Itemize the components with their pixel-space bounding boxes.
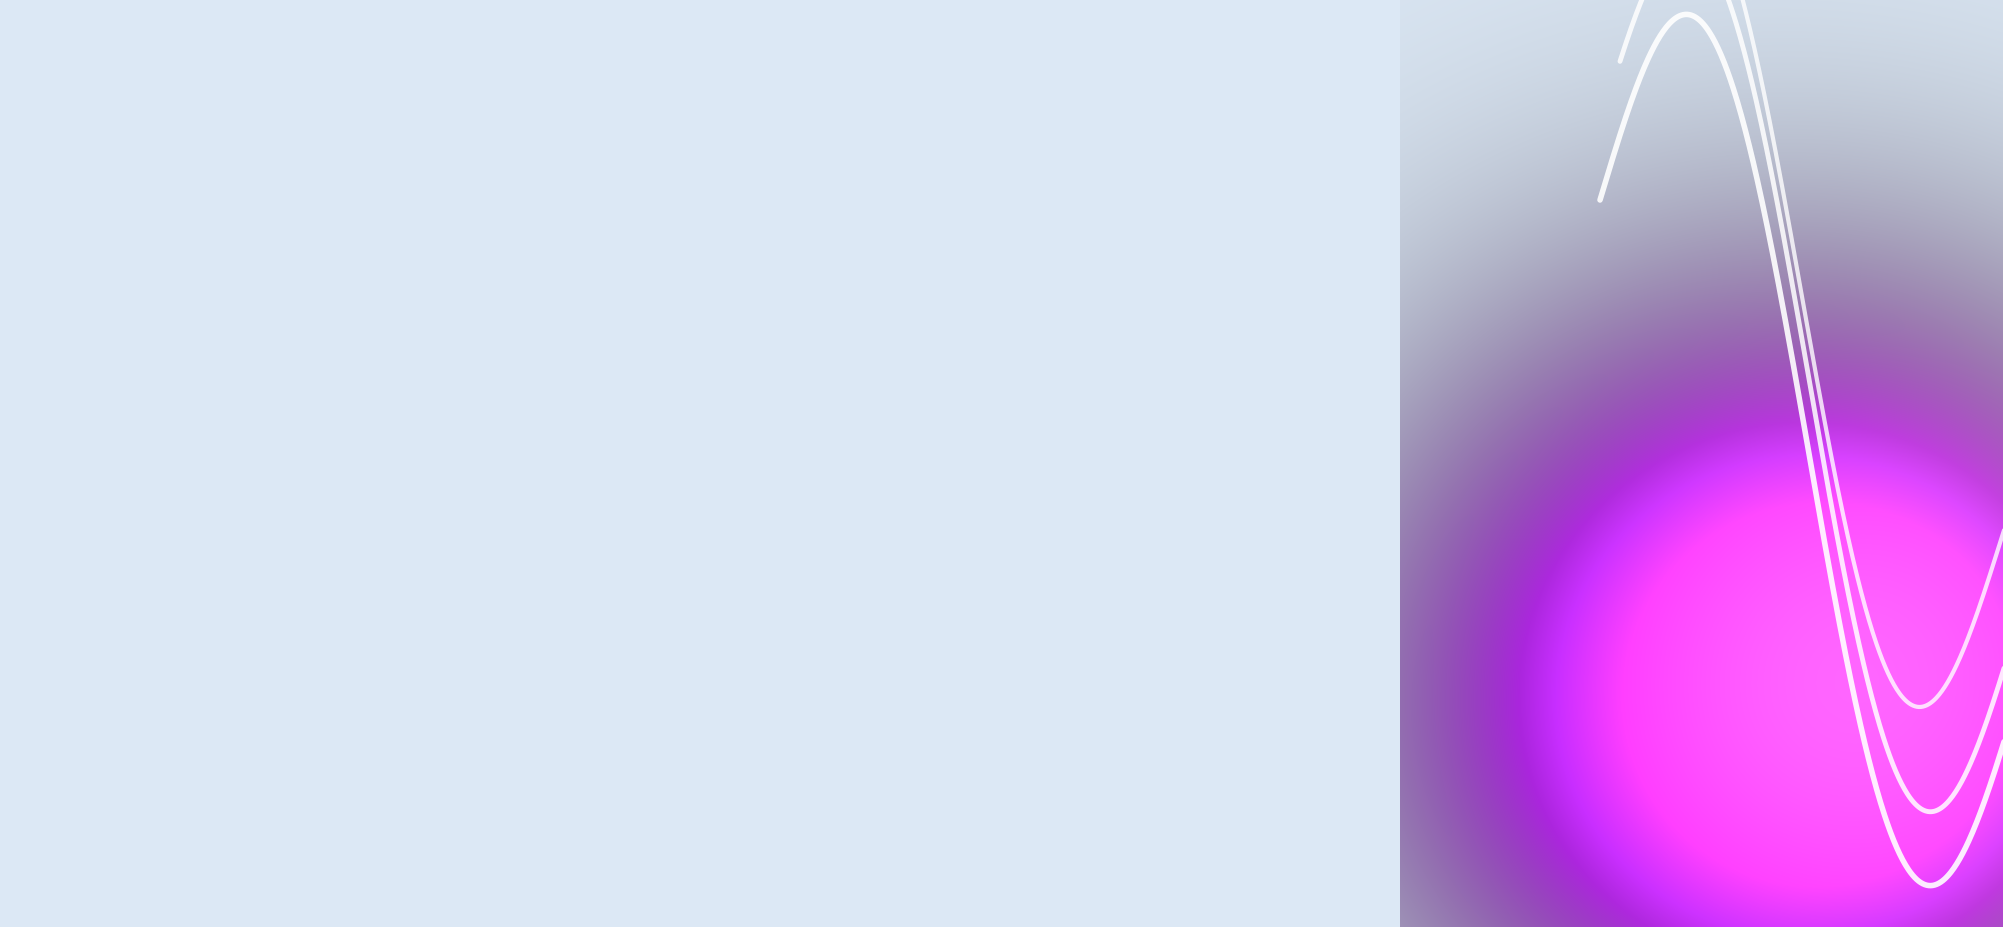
Text: 5. tearing of paper: 5. tearing of paper [86, 845, 284, 864]
Bar [66, 278, 1612, 899]
Text: Activity 2.3: PHYSICAL CHANGE OR CHEMICAL CHANGE?: Activity 2.3: PHYSICAL CHANGE OR CHEMICA… [66, 83, 981, 110]
Text: CHEMICAL CHANGE: CHEMICAL CHANGE [1258, 311, 1518, 334]
Text: 3. crumpling of paper: 3. crumpling of paper [86, 667, 316, 687]
Text: Complete the table by putting a check (√): Complete the table by putting a check (√… [66, 213, 537, 236]
Text: Example: ripening of tomato: Example: ripening of tomato [86, 401, 389, 421]
Text: 4. cooking of mongo: 4. cooking of mongo [86, 756, 300, 776]
Bar [66, 278, 1612, 899]
Text: √: √ [1380, 400, 1396, 423]
Text: PHYSICAL CHANGE: PHYSICAL CHANGE [815, 311, 1066, 334]
Text: 2. slicing a watermelon: 2. slicing a watermelon [86, 579, 335, 598]
Text: 1.cooking of pork broccoli: 1.cooking of pork broccoli [86, 490, 363, 510]
Text: MATTER: MATTER [337, 311, 445, 334]
